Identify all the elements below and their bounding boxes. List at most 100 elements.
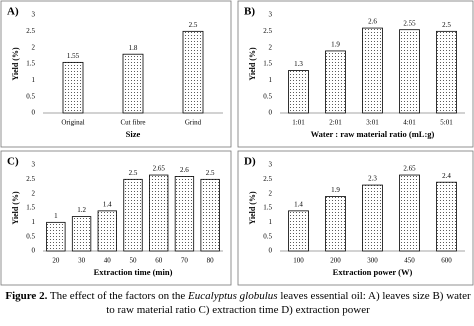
panel-label: D) bbox=[244, 156, 256, 168]
bar bbox=[62, 61, 84, 114]
value-label: 1.9 bbox=[331, 41, 340, 49]
y-tick-label: 2 bbox=[269, 43, 273, 51]
y-tick-label: 2 bbox=[32, 189, 36, 197]
caption-label: Figure 2. bbox=[5, 290, 48, 302]
value-label: 2.5 bbox=[189, 21, 198, 29]
x-tick-label: 300 bbox=[367, 257, 378, 265]
value-label: 2.55 bbox=[403, 19, 416, 27]
bar bbox=[200, 178, 220, 252]
caption-text: The effect of the factors on the bbox=[49, 290, 186, 302]
panel-border bbox=[237, 0, 474, 148]
x-tick-label: 40 bbox=[104, 257, 112, 265]
y-tick-label: 1.5 bbox=[26, 204, 35, 212]
x-axis-label: Size bbox=[126, 129, 141, 139]
x-axis-label: Extraction power (W) bbox=[333, 267, 413, 277]
y-tick-label: 1.5 bbox=[263, 60, 272, 68]
chart-panel: C) Yield (%) 0 0.5 1 1.5 2 2.5 3 20 1 30 1.2 40 1.4 50 2… bbox=[0, 150, 232, 286]
value-label: 2.5 bbox=[206, 169, 215, 177]
bar bbox=[399, 29, 420, 114]
value-label: 2.5 bbox=[129, 169, 138, 177]
bar bbox=[288, 210, 309, 252]
value-label: 2.6 bbox=[368, 18, 377, 26]
value-label: 2.4 bbox=[442, 172, 451, 180]
x-tick-label: 20 bbox=[52, 257, 60, 265]
x-axis-label: Water : raw material ratio (mL:g) bbox=[311, 129, 435, 139]
x-tick-label: 600 bbox=[441, 257, 452, 265]
bar bbox=[325, 196, 346, 252]
y-tick-label: 3 bbox=[269, 161, 273, 169]
value-label: 2.3 bbox=[368, 175, 377, 183]
y-tick-label: 1.5 bbox=[263, 204, 272, 212]
y-axis-label: Yield (%) bbox=[11, 47, 20, 81]
value-label: 2.5 bbox=[442, 21, 451, 29]
x-tick-label: 70 bbox=[181, 257, 189, 265]
caption: Figure 2. The effect of the factors on t… bbox=[4, 289, 472, 317]
x-tick-label: 100 bbox=[293, 257, 304, 265]
bar bbox=[325, 50, 346, 114]
value-label: 1.4 bbox=[294, 200, 303, 208]
bar bbox=[399, 174, 420, 252]
caption-text: leaves essential oil: A) leaves size B) … bbox=[106, 290, 471, 316]
bar bbox=[362, 184, 383, 252]
chart-panel: B) Yield (%) 0 0.5 1 1.5 2 2.5 3 1:01 1.3 2:01 1.9 3:… bbox=[237, 0, 474, 148]
value-label: 2.65 bbox=[153, 165, 166, 173]
y-tick-label: 3 bbox=[32, 11, 36, 19]
bar bbox=[71, 216, 92, 252]
y-tick-label: 0 bbox=[32, 247, 36, 255]
panel-border bbox=[0, 150, 232, 286]
value-label: 1.4 bbox=[103, 200, 112, 208]
y-axis-label: Yield (%) bbox=[248, 191, 257, 225]
bar bbox=[122, 53, 144, 114]
x-tick-label: 450 bbox=[404, 257, 415, 265]
x-tick-label: 30 bbox=[78, 257, 86, 265]
y-tick-label: 0.5 bbox=[26, 232, 35, 240]
x-tick-label: Original bbox=[61, 119, 84, 127]
y-tick-label: 0 bbox=[269, 109, 273, 117]
value-label: 1.2 bbox=[77, 206, 86, 214]
x-tick-label: 4:01 bbox=[403, 119, 416, 127]
y-tick-label: 1 bbox=[269, 218, 273, 226]
bar bbox=[97, 210, 117, 252]
y-tick-label: 2.5 bbox=[26, 175, 35, 183]
value-label: 2.65 bbox=[403, 165, 416, 173]
bar bbox=[436, 181, 457, 252]
bar bbox=[362, 27, 383, 114]
x-tick-label: 80 bbox=[207, 257, 215, 265]
x-tick-label: 60 bbox=[155, 257, 163, 265]
value-label: 1.9 bbox=[331, 186, 340, 194]
chart-panel: D) Yield (%) 0 0.5 1 1.5 2 2.5 3 100 1.4 200 1.9 300 2… bbox=[237, 150, 474, 286]
x-tick-label: 200 bbox=[330, 257, 341, 265]
bar bbox=[436, 30, 457, 114]
value-label: 1.8 bbox=[129, 44, 138, 52]
bar bbox=[149, 174, 169, 252]
y-tick-label: 0 bbox=[32, 109, 36, 117]
figure: A) Yield (%) 0 0.5 1 1.5 2 2.5 3 Original 1.55 Cut … bbox=[0, 0, 474, 286]
x-tick-label: Cut fibre bbox=[120, 119, 145, 127]
x-tick-label: 50 bbox=[130, 257, 138, 265]
y-tick-label: 1 bbox=[269, 76, 273, 84]
x-tick-label: Grind bbox=[185, 119, 202, 127]
x-tick-label: 2:01 bbox=[329, 119, 342, 127]
y-tick-label: 0.5 bbox=[263, 232, 272, 240]
x-tick-label: 1:01 bbox=[292, 119, 305, 127]
y-tick-label: 0.5 bbox=[263, 92, 272, 100]
y-tick-label: 2 bbox=[269, 189, 273, 197]
y-tick-label: 2.5 bbox=[26, 27, 35, 35]
y-tick-label: 0 bbox=[269, 247, 273, 255]
y-axis-label: Yield (%) bbox=[11, 191, 20, 225]
panel-border bbox=[237, 150, 474, 286]
bar bbox=[182, 30, 204, 114]
bar bbox=[174, 176, 195, 252]
bar bbox=[46, 221, 66, 252]
y-tick-label: 2.5 bbox=[263, 175, 272, 183]
panel-label: B) bbox=[244, 6, 255, 18]
panel-label: C) bbox=[7, 156, 19, 168]
y-tick-label: 1.5 bbox=[26, 60, 35, 68]
x-tick-label: 3:01 bbox=[366, 119, 379, 127]
caption-species: Eucalyptus globulus bbox=[188, 290, 278, 302]
bar bbox=[123, 178, 143, 252]
x-axis-label: Extraction time (min) bbox=[94, 267, 173, 277]
y-tick-label: 0.5 bbox=[26, 92, 35, 100]
y-tick-label: 2 bbox=[32, 43, 36, 51]
